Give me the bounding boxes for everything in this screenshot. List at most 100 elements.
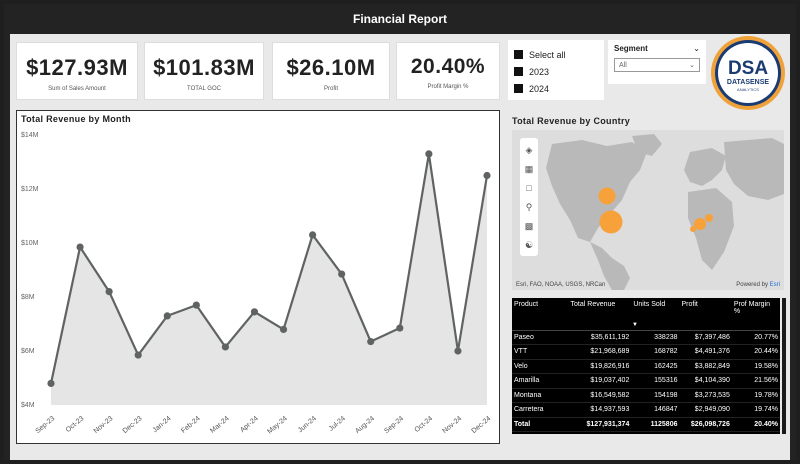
x-tick-label: Apr-24 xyxy=(239,415,260,434)
kpi-label: Sum of Sales Amount xyxy=(48,86,106,92)
table-cell: Paseo xyxy=(512,330,569,345)
data-point xyxy=(192,301,200,309)
map-title: Total Revenue by Country xyxy=(512,116,631,126)
logo-tagline: ANALYTICS xyxy=(737,87,759,92)
x-tick-label: Nov-24 xyxy=(441,415,463,435)
table-cell: Montana xyxy=(512,388,569,403)
slicer-option-select-all[interactable]: Select all xyxy=(514,46,598,63)
slicer-option-2024[interactable]: 2024 xyxy=(514,80,598,97)
chart-title: Total Revenue by Month xyxy=(21,114,131,124)
table-cell: Carretera xyxy=(512,402,569,418)
table-cell: 154198 xyxy=(631,388,680,403)
powered-by-esri[interactable]: Powered by Esri xyxy=(736,282,780,288)
table-cell: $19,826,916 xyxy=(568,359,632,374)
revenue-area xyxy=(51,153,487,405)
country-bubble-canada xyxy=(598,187,616,205)
country-bubble-spain xyxy=(690,226,696,232)
table-cell: 155316 xyxy=(631,373,680,389)
kpi-card-sales[interactable]: $127.93M Sum of Sales Amount xyxy=(16,42,138,100)
logo-brand: DSA xyxy=(728,58,768,79)
table-row[interactable]: Montana $16,549,582 154198 $3,273,535 19.78% xyxy=(512,388,780,403)
col-header-total-revenue[interactable]: Total Revenue xyxy=(568,298,632,331)
x-tick-label: Jun-24 xyxy=(297,415,318,434)
table-row[interactable]: Carretera $14,937,593 146847 $2,949,090 19.7… xyxy=(512,402,780,418)
total-cell: $127,931,374 xyxy=(568,416,632,432)
table-total-row: Total $127,931,374 1125806 $26,098,726 20.40… xyxy=(512,416,780,432)
x-tick-label: Dec-24 xyxy=(470,415,492,435)
x-tick-label: Dec-23 xyxy=(122,415,144,435)
chevron-down-icon: ⌄ xyxy=(689,62,695,69)
table-header-row: Product Total Revenue Units Sold Profit … xyxy=(512,298,780,331)
y-tick-label: $14M xyxy=(21,132,39,139)
kpi-card-goc[interactable]: $101.83M TOTAL GOC xyxy=(144,42,264,100)
data-point xyxy=(338,270,346,278)
segment-slicer: Segment ⌄ All ⌄ xyxy=(608,40,706,84)
chevron-down-icon[interactable]: ⌄ xyxy=(693,44,700,53)
revenue-chart-svg: $4M $6M $8M $10M $12M $14M Sep-23 Oct-23 Nov-23 D… xyxy=(21,132,492,436)
layers-icon[interactable]: ◈ xyxy=(525,145,533,155)
y-tick-label: $12M xyxy=(21,186,39,193)
person-icon[interactable]: ☯ xyxy=(524,240,534,250)
x-tick-label: Nov-23 xyxy=(93,415,115,435)
sort-descending-icon: ▼ xyxy=(632,322,638,328)
checkbox[interactable] xyxy=(514,67,523,76)
country-bubble-germany xyxy=(705,214,713,222)
col-header-product[interactable]: Product xyxy=(512,298,569,331)
table-cell: $19,037,402 xyxy=(568,373,632,389)
checkbox[interactable] xyxy=(514,84,523,93)
data-point xyxy=(309,231,317,239)
segment-dropdown[interactable]: All ⌄ xyxy=(614,58,700,72)
select-icon[interactable]: □ xyxy=(526,183,532,193)
table-row[interactable]: Velo $19,826,916 162425 $3,882,849 19.58% xyxy=(512,359,780,374)
data-point xyxy=(163,312,171,320)
total-cell: 20.40% xyxy=(731,416,780,432)
segment-title: Segment xyxy=(614,44,648,53)
x-tick-label: May-24 xyxy=(266,415,288,435)
table-cell: 19.78% xyxy=(731,388,780,403)
chart-icon[interactable]: ▩ xyxy=(524,221,534,231)
total-cell: Total xyxy=(512,416,569,432)
data-point xyxy=(221,343,229,351)
table-cell: $4,104,390 xyxy=(679,373,732,389)
table-cell: $7,397,486 xyxy=(679,330,732,345)
col-header-units-sold[interactable]: Units Sold xyxy=(631,298,680,331)
map-toolbar: ◈ ▦ □ ⚲ ▩ ☯ xyxy=(520,138,538,256)
x-tick-label: Feb-24 xyxy=(180,415,202,435)
x-tick-label: Mar-24 xyxy=(209,415,231,435)
country-bubble-france xyxy=(694,218,706,230)
kpi-value: $127.93M xyxy=(26,55,128,80)
table-row[interactable]: VTT $21,968,689 168782 $4,491,376 20.44% xyxy=(512,344,780,360)
data-point xyxy=(483,171,491,180)
country-bubble-usa xyxy=(599,210,623,234)
checkbox[interactable] xyxy=(514,50,523,59)
table-cell: $21,968,689 xyxy=(568,344,632,360)
table-cell: $3,882,849 xyxy=(679,359,732,374)
table-cell: $14,937,593 xyxy=(568,402,632,418)
table-cell: 19.74% xyxy=(731,402,780,418)
map-canvas[interactable]: ◈ ▦ □ ⚲ ▩ ☯ Esri, FAO, NOAA, USGS, NRCan… xyxy=(512,130,784,290)
table-cell: 19.58% xyxy=(731,359,780,374)
revenue-by-month-chart[interactable]: Total Revenue by Month $4M $6M $8M $10M $12M… xyxy=(16,110,500,444)
table-row[interactable]: Paseo $35,611,192 338238 $7,397,486 20.77% xyxy=(512,330,780,345)
data-point xyxy=(47,379,55,387)
table-cell: 168782 xyxy=(631,344,680,360)
table-row[interactable]: Amarilla $19,037,402 155316 $4,104,390 21.56… xyxy=(512,373,780,389)
table-cell: 162425 xyxy=(631,359,680,374)
search-icon[interactable]: ⚲ xyxy=(525,202,533,212)
kpi-card-margin[interactable]: 20.40% Profit Margin % xyxy=(396,42,500,100)
revenue-by-country-map[interactable]: Total Revenue by Country xyxy=(512,116,784,290)
data-point xyxy=(454,347,462,355)
y-tick-label: $6M xyxy=(21,348,35,355)
x-tick-label: Sep-23 xyxy=(34,415,56,435)
revenue-line xyxy=(49,152,489,384)
data-point xyxy=(105,288,113,296)
table-scrollbar[interactable] xyxy=(782,298,786,434)
y-tick-label: $4M xyxy=(21,402,35,409)
col-header-profit-margin[interactable]: Prof Margin % xyxy=(731,298,780,331)
product-table[interactable]: Product Total Revenue Units Sold Profit … xyxy=(512,298,786,434)
kpi-card-profit[interactable]: $26.10M Profit xyxy=(272,42,390,100)
table-cell: Velo xyxy=(512,359,569,374)
slicer-option-2023[interactable]: 2023 xyxy=(514,63,598,80)
col-header-profit[interactable]: Profit xyxy=(679,298,732,331)
qr-icon[interactable]: ▦ xyxy=(524,164,534,174)
